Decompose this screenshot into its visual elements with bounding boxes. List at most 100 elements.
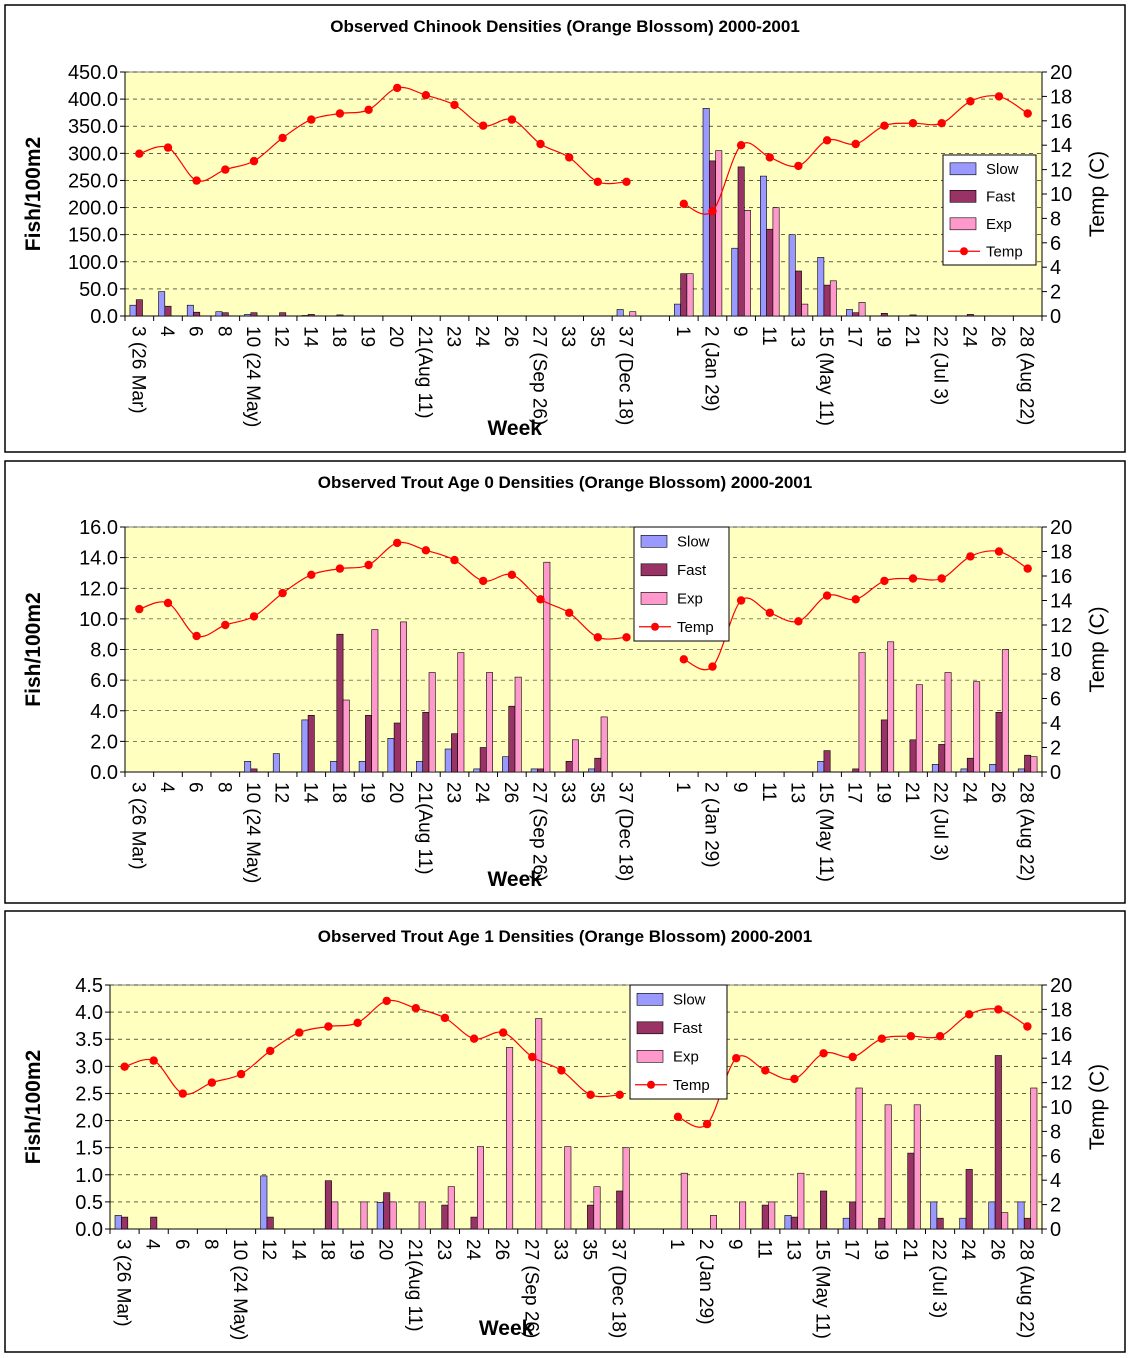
y-tick-label: 4.0 <box>75 1002 103 1024</box>
plot-area <box>124 71 1043 317</box>
y-tick-label: 2.0 <box>90 731 118 753</box>
temp-point <box>421 91 431 100</box>
bar-exp <box>360 1201 368 1230</box>
bar-fast <box>587 1204 595 1230</box>
bar-slow <box>588 768 596 773</box>
bar-slow <box>817 760 825 773</box>
x-tick-label: 20 <box>385 326 406 347</box>
bar-fast <box>965 1169 973 1230</box>
bar-exp <box>400 621 407 773</box>
bar-fast <box>909 739 917 773</box>
y-tick-label: 3.5 <box>75 1029 103 1051</box>
bar-exp <box>829 280 837 317</box>
bar-exp <box>884 1104 892 1230</box>
temp-point <box>736 596 746 605</box>
x-tick-label: 22 (Jul 3) <box>928 1239 949 1318</box>
y2-tick-label: 14 <box>1050 1048 1072 1070</box>
bar-slow <box>186 304 194 317</box>
temp-point <box>335 564 345 573</box>
temp-point <box>765 608 774 617</box>
temp-point <box>335 109 345 118</box>
x-tick-label: 23 <box>443 326 464 347</box>
x-tick-label: 27 (Sep 26) <box>520 1239 541 1338</box>
y-tick-label: 2.5 <box>75 1083 103 1105</box>
temp-point <box>822 591 832 600</box>
x-tick-label: 23 <box>443 782 464 803</box>
y2-tick-label: 14 <box>1050 135 1072 157</box>
y2-axis-label: Temp (C) <box>1086 606 1109 692</box>
y2-tick-label: 2 <box>1050 282 1061 304</box>
temp-point <box>622 177 631 186</box>
temp-point <box>249 612 259 621</box>
y-tick-label: 100.0 <box>68 252 118 274</box>
bar-slow <box>215 311 223 317</box>
bar-fast <box>766 228 774 317</box>
x-tick-label: 35 <box>579 1239 600 1260</box>
bar-exp <box>571 739 579 773</box>
temp-point <box>794 617 803 626</box>
bar-fast <box>221 312 229 317</box>
x-tick-label: 9 <box>729 782 750 793</box>
x-tick-label: 9 <box>724 1239 745 1250</box>
bar-exp <box>887 641 895 773</box>
x-tick-label: 35 <box>586 782 607 803</box>
y-tick-label: 4.0 <box>90 701 118 723</box>
bar-exp <box>331 1201 339 1230</box>
bar-slow <box>530 768 538 773</box>
temp-point <box>469 1034 479 1043</box>
temp-point <box>679 199 688 208</box>
legend-label: Temp <box>986 243 1023 260</box>
bar-exp <box>944 672 952 773</box>
x-tick-label: 17 <box>841 1239 862 1260</box>
bar-exp <box>858 302 866 317</box>
bar-exp <box>772 207 780 317</box>
y-tick-label: 4.5 <box>75 975 103 997</box>
bar-slow <box>301 315 309 317</box>
x-tick-label: 26 <box>500 782 521 803</box>
y2-tick-label: 20 <box>1050 517 1072 539</box>
legend-label: Temp <box>673 1077 710 1094</box>
bar-exp <box>715 150 723 317</box>
legend-swatch-temp-marker <box>647 1080 655 1089</box>
bar-fast <box>451 733 458 773</box>
legend-label: Fast <box>673 1020 703 1037</box>
bar-fast <box>365 714 372 773</box>
temp-point <box>794 161 803 171</box>
x-tick-label: 28 (Aug 22) <box>1016 782 1037 881</box>
temp-point <box>1023 109 1032 118</box>
x-tick-label: 33 <box>549 1239 570 1260</box>
bar-exp <box>476 1146 484 1230</box>
bar-fast <box>966 314 974 317</box>
bar-slow <box>244 760 252 773</box>
x-tick-label: 17 <box>844 782 865 803</box>
legend: Slow Fast Exp Temp <box>942 154 1037 266</box>
y-tick-label: 16.0 <box>79 517 118 539</box>
temp-point <box>880 121 889 130</box>
temp-point <box>120 1062 129 1071</box>
temp-point <box>207 1078 217 1087</box>
bar-slow <box>260 1175 268 1230</box>
y2-tick-label: 20 <box>1050 62 1072 84</box>
temp-point <box>393 83 402 93</box>
trout-age0-chart-panel: Observed Trout Age 0 Densities (Orange B… <box>4 460 1126 904</box>
temp-point <box>479 121 488 130</box>
bar-fast <box>794 270 802 317</box>
x-axis-label: Week <box>487 868 542 891</box>
temp-point <box>307 115 316 124</box>
bar-exp <box>680 1172 688 1230</box>
x-tick-label: 35 <box>586 326 607 347</box>
bar-slow <box>1017 1201 1025 1230</box>
x-tick-label: 20 <box>385 782 406 803</box>
temp-point <box>765 153 774 162</box>
y-tick-label: 200.0 <box>68 198 118 220</box>
bar-fast <box>907 1152 915 1230</box>
chart-title: Observed Trout Age 0 Densities (Orange B… <box>318 473 812 492</box>
temp-point <box>382 996 391 1006</box>
bar-fast <box>909 314 917 317</box>
bar-exp <box>428 672 436 773</box>
x-tick-label: 33 <box>557 326 578 347</box>
y2-tick-label: 18 <box>1050 86 1072 108</box>
temp-point <box>708 662 717 671</box>
y-tick-label: 0.0 <box>90 762 118 784</box>
bar-slow <box>784 1215 792 1230</box>
